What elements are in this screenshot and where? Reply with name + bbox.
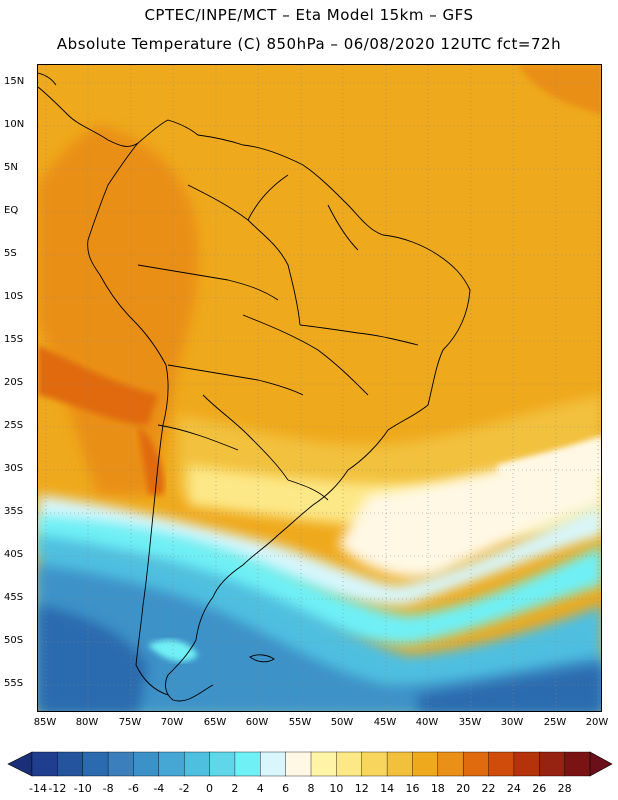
colorbar-swatch: [488, 751, 515, 777]
lon-tick-label: 20W: [585, 717, 609, 728]
lat-tick-label: 10N: [4, 119, 25, 130]
colorbar-tick-label: 2: [231, 782, 239, 795]
colorbar-swatch: [183, 751, 211, 777]
temperature-field: [38, 65, 601, 711]
colorbar-tick-label: 12: [354, 782, 369, 795]
colorbar-tick-label: 20: [456, 782, 471, 795]
lon-tick-label: 50W: [330, 717, 354, 728]
colorbar-tick-label: 26: [532, 782, 547, 795]
colorbar-swatch: [234, 751, 261, 777]
colorbar-swatch: [539, 751, 566, 777]
graticule: [38, 65, 601, 711]
coastlines: [38, 72, 471, 702]
lat-tick-label: 40S: [4, 549, 24, 560]
lon-tick-label: 25W: [543, 717, 567, 728]
colorbar-under-arrow: [7, 751, 33, 777]
lon-tick-label: 60W: [245, 717, 269, 728]
colorbar-tick-label: 6: [282, 782, 290, 795]
colorbar-tick-label: 10: [329, 782, 344, 795]
colorbar-swatch: [31, 751, 58, 777]
lat-tick-label: 30S: [4, 463, 24, 474]
colorbar-tick-label: 8: [307, 782, 315, 795]
lat-tick-label: 25S: [4, 420, 24, 431]
lat-tick-label: 10S: [4, 291, 24, 302]
lat-tick-label: EQ: [4, 205, 19, 216]
lon-tick-label: 80W: [75, 717, 99, 728]
colorbar-tick-label: 28: [557, 782, 572, 795]
colorbar-tick-label: 18: [430, 782, 445, 795]
lat-tick-label: 50S: [4, 635, 24, 646]
colorbar-tick-label: 4: [256, 782, 264, 795]
colorbar-swatch: [107, 751, 134, 777]
colorbar-swatch: [513, 751, 540, 777]
colorbar-tick-label: 0: [206, 782, 214, 795]
lat-tick-label: 15S: [4, 334, 24, 345]
colorbar-tick-label: -6: [127, 782, 139, 795]
colorbar-swatch: [412, 751, 439, 777]
colorbar-swatch: [260, 751, 287, 777]
colorbar-tick-label: -10: [73, 782, 92, 795]
colorbar-tick-label: 14: [380, 782, 395, 795]
map-title-line1: CPTEC/INPE/MCT – Eta Model 15km – GFS: [144, 6, 474, 24]
colorbar-swatch: [386, 751, 413, 777]
colorbar-tick-label: 16: [405, 782, 420, 795]
colorbar-swatch: [336, 751, 363, 777]
colorbar-swatch: [310, 751, 337, 777]
colorbar-swatch: [209, 751, 236, 777]
colorbar-tick-label: 22: [481, 782, 496, 795]
colorbar-swatch: [133, 751, 160, 777]
colorbar-tick-label: -8: [102, 782, 114, 795]
lon-tick-label: 45W: [373, 717, 397, 728]
map-title-line2: Absolute Temperature (C) 850hPa – 06/08/…: [56, 35, 562, 53]
lon-tick-label: 75W: [118, 717, 142, 728]
colorbar: [0, 746, 618, 800]
colorbar-tick-label: -14: [29, 782, 47, 795]
lon-tick-label: 65W: [203, 717, 227, 728]
lon-tick-label: 35W: [458, 717, 482, 728]
lon-tick-label: 70W: [160, 717, 184, 728]
lat-tick-label: 5N: [4, 162, 18, 173]
lat-tick-label: 20S: [4, 377, 24, 388]
colorbar-tick-label: 24: [506, 782, 521, 795]
lat-tick-label: 35S: [4, 506, 24, 517]
colorbar-swatch: [361, 751, 388, 777]
colorbar-swatch: [437, 751, 464, 777]
colorbar-swatch: [462, 751, 490, 777]
lat-tick-label: 55S: [4, 678, 24, 689]
colorbar-tick-label: -2: [178, 782, 190, 795]
colorbar-over-arrow: [589, 751, 613, 777]
lat-tick-label: 45S: [4, 592, 24, 603]
colorbar-swatch: [285, 751, 312, 777]
temperature-map: [37, 64, 602, 712]
lat-tick-label: 5S: [4, 248, 17, 259]
lon-tick-label: 85W: [33, 717, 57, 728]
colorbar-tick-label: -4: [153, 782, 165, 795]
colorbar-swatch: [158, 751, 185, 777]
colorbar-swatches: [7, 751, 613, 777]
colorbar-swatch: [564, 751, 591, 777]
lon-tick-label: 55W: [288, 717, 312, 728]
lon-tick-label: 30W: [500, 717, 524, 728]
lat-tick-label: 15N: [4, 76, 25, 87]
colorbar-swatch: [82, 751, 109, 777]
lon-tick-label: 40W: [415, 717, 439, 728]
colorbar-swatch: [57, 751, 84, 777]
colorbar-tick-label: -12: [48, 782, 67, 795]
